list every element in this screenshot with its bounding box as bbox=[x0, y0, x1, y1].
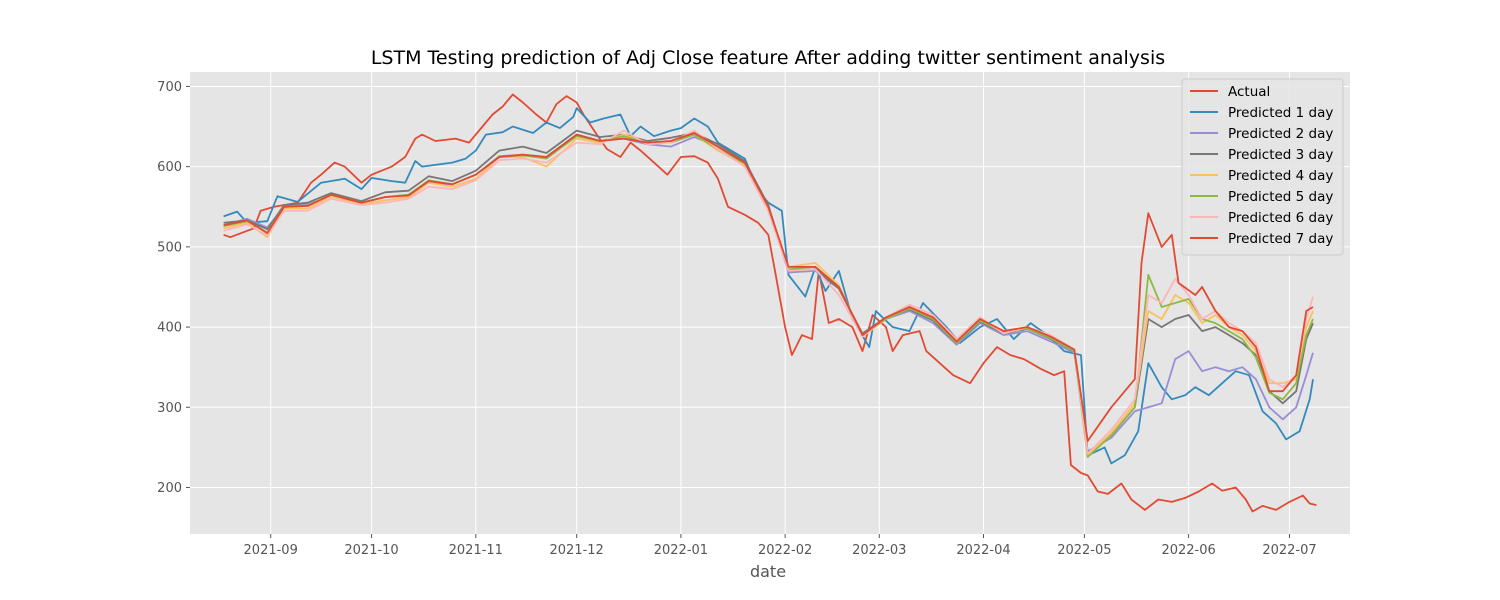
series-lines bbox=[223, 93, 1317, 513]
x-tick-label: 2022-01 bbox=[654, 543, 708, 558]
legend: Actual Predicted 1 day Predicted 2 day Pred… bbox=[1181, 78, 1344, 256]
legend-label: Predicted 3 day bbox=[1228, 147, 1333, 163]
x-tick-label: 2021-09 bbox=[244, 543, 298, 558]
legend-label: Predicted 5 day bbox=[1228, 189, 1333, 205]
legend-label: Predicted 2 day bbox=[1228, 126, 1333, 142]
x-tick-label: 2022-06 bbox=[1161, 543, 1215, 558]
series-line-actual bbox=[223, 93, 1317, 513]
y-axis-ticks: 200 300 400 500 600 700 bbox=[157, 80, 190, 496]
y-tick-label: 500 bbox=[157, 240, 182, 255]
x-axis-ticks: 2021-09 2021-10 2021-11 2021-12 2022-01 2022-… bbox=[244, 534, 1317, 558]
series-line-predicted-7-day bbox=[223, 132, 1314, 442]
chart-title: LSTM Testing prediction of Adj Close fea… bbox=[371, 47, 1165, 69]
y-tick-label: 300 bbox=[157, 401, 182, 416]
legend-label: Actual bbox=[1228, 84, 1270, 100]
series-line-predicted-1-day bbox=[223, 107, 1314, 465]
x-axis-label: date bbox=[750, 562, 786, 581]
legend-label: Predicted 6 day bbox=[1228, 210, 1333, 226]
y-tick-label: 700 bbox=[157, 80, 182, 95]
x-tick-label: 2022-07 bbox=[1262, 543, 1316, 558]
legend-label: Predicted 7 day bbox=[1228, 231, 1333, 247]
x-tick-label: 2022-05 bbox=[1057, 543, 1111, 558]
legend-label: Predicted 4 day bbox=[1228, 168, 1333, 184]
x-tick-label: 2022-04 bbox=[956, 543, 1010, 558]
y-tick-label: 400 bbox=[157, 321, 182, 336]
x-tick-label: 2022-02 bbox=[758, 543, 812, 558]
x-tick-label: 2021-10 bbox=[344, 543, 398, 558]
legend-label: Predicted 1 day bbox=[1228, 105, 1333, 121]
x-tick-label: 2021-11 bbox=[449, 543, 503, 558]
legend-box bbox=[1181, 78, 1344, 256]
plot-background bbox=[190, 72, 1350, 534]
y-tick-label: 200 bbox=[157, 481, 182, 496]
y-tick-label: 600 bbox=[157, 160, 182, 175]
series-line-predicted-6-day bbox=[223, 129, 1314, 455]
x-tick-label: 2021-12 bbox=[550, 543, 604, 558]
x-tick-label: 2022-03 bbox=[852, 543, 906, 558]
